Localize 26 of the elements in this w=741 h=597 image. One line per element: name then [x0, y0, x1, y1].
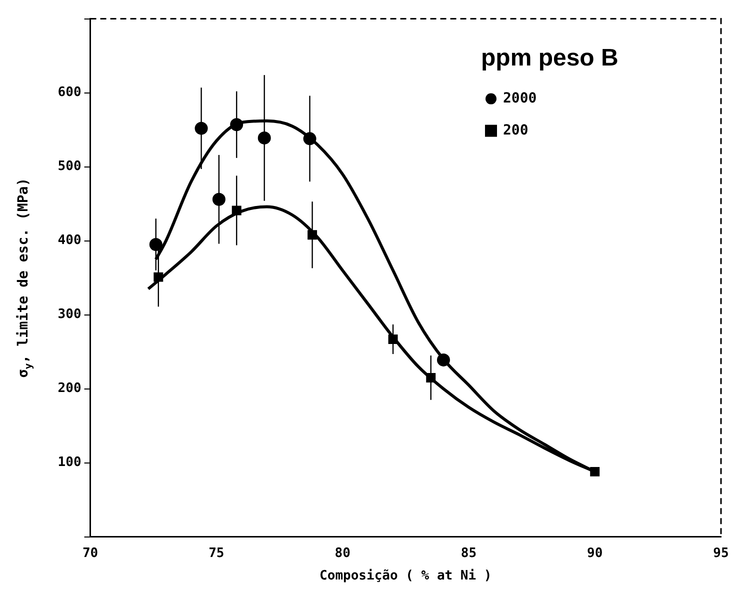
x-tick-label: 90 — [587, 546, 603, 561]
point — [258, 131, 271, 144]
y-tick-label: 100 — [58, 455, 82, 470]
y-tick-label: 600 — [58, 85, 82, 100]
x-tick-label: 95 — [713, 546, 729, 561]
point — [212, 192, 226, 206]
legend-label: 2000 — [503, 90, 537, 106]
point — [154, 272, 164, 282]
y-tick-label: 200 — [58, 381, 82, 396]
y-axis-title: σy, limite de esc. (MPa) — [16, 178, 35, 378]
point — [230, 118, 244, 132]
point — [232, 206, 242, 216]
y-tick-label: 400 — [58, 233, 82, 248]
legend-title: ppm peso B — [481, 44, 618, 72]
point — [436, 353, 450, 366]
x-tick-label: 75 — [208, 546, 224, 561]
x-tick-label: 85 — [460, 546, 477, 561]
y-tick-label: 500 — [58, 159, 82, 174]
point — [426, 372, 436, 382]
x-tick-label: 80 — [334, 546, 351, 561]
point — [590, 466, 600, 476]
point — [388, 334, 398, 344]
x-tick-label: 70 — [82, 546, 98, 561]
y-tick-label: 300 — [58, 307, 82, 322]
legend-label: 200 — [503, 122, 528, 138]
x-axis-title: Composição ( % at Ni ) — [320, 568, 492, 584]
